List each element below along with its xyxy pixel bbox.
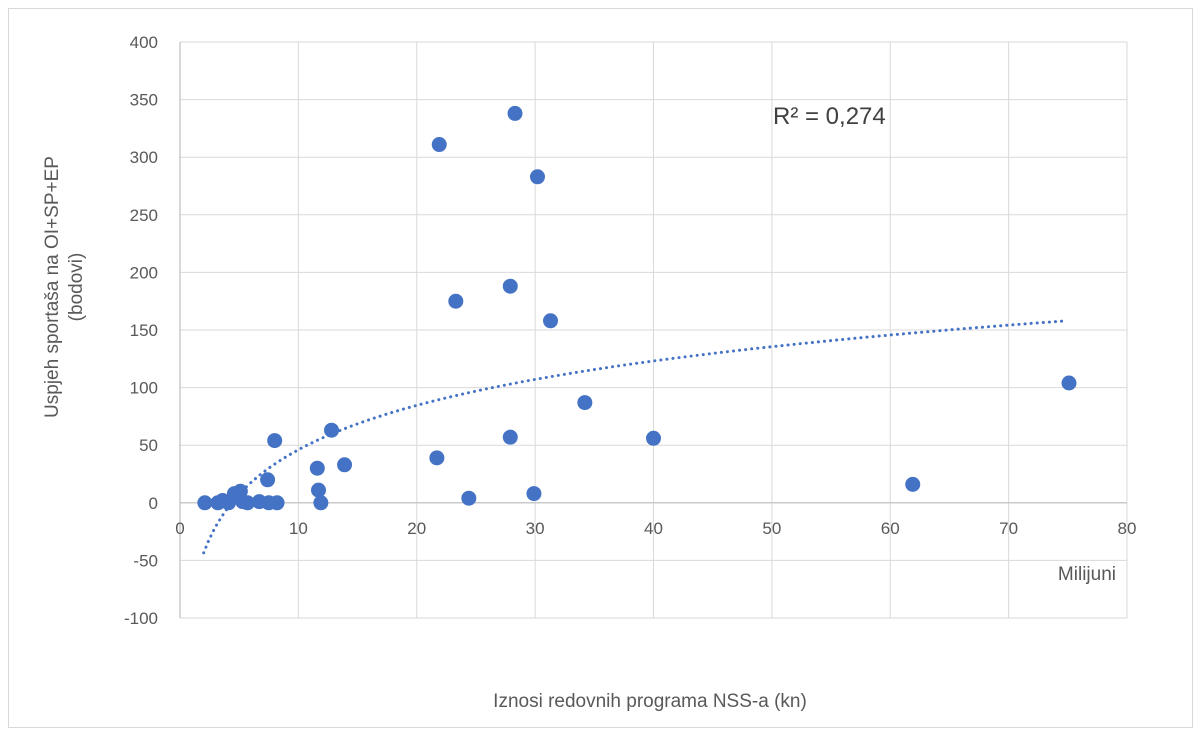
y-tick-label: 150 (130, 321, 158, 340)
data-point (260, 472, 276, 488)
data-point (239, 495, 255, 511)
data-point (324, 422, 340, 438)
data-point (1061, 375, 1077, 391)
axes (179, 42, 1127, 618)
data-point (461, 490, 477, 506)
data-point (543, 313, 559, 329)
y-tick-label: 0 (149, 494, 158, 513)
data-point (502, 278, 518, 294)
data-point (526, 486, 542, 502)
data-point (646, 430, 661, 446)
data-points (197, 105, 1077, 511)
x-axis-title: Iznosi redovnih programa NSS-a (kn) (493, 691, 807, 712)
trendline-group (202, 319, 1065, 555)
data-point (502, 429, 518, 445)
data-point (431, 137, 447, 153)
data-point (577, 395, 593, 411)
x-tick-label: 20 (407, 519, 426, 538)
data-point (448, 293, 464, 309)
x-tick-label: 30 (526, 519, 545, 538)
y-axis-title-line2: (bodovi) (66, 253, 87, 322)
y-axis-title-line1: Uspjeh sportaša na OI+SP+EP (42, 156, 63, 418)
y-tick-label: -50 (133, 551, 158, 570)
y-tick-label: 50 (139, 436, 158, 455)
chart-area: -100 -50 0 50 100 150 200 250 300 350 400 0 10 20 30 40… (8, 8, 1193, 728)
data-point (313, 495, 329, 511)
y-tick-label: 400 (130, 33, 158, 52)
data-point (197, 495, 213, 511)
r-squared-label: R² = 0,274 (773, 103, 886, 130)
scatter-chart: -100 -50 0 50 100 150 200 250 300 350 400 0 10 20 30 40… (42, 33, 1136, 712)
trendline (202, 319, 1065, 555)
y-tick-label: 250 (130, 206, 158, 225)
data-point (269, 495, 285, 511)
x-tick-label: 50 (762, 519, 781, 538)
x-tick-label: 0 (175, 519, 184, 538)
x-tick-label: 40 (644, 519, 663, 538)
data-point (905, 476, 921, 492)
y-tick-label: 100 (130, 379, 158, 398)
x-tick-label: 80 (1118, 519, 1137, 538)
y-tick-label: 350 (130, 91, 158, 110)
y-axis-title: Uspjeh sportaša na OI+SP+EP (bodovi) (42, 156, 87, 418)
x-axis-units-label: Milijuni (1058, 564, 1116, 585)
data-point (429, 450, 445, 466)
y-tick-label: 200 (130, 263, 158, 282)
data-point (507, 105, 523, 121)
data-point (309, 460, 325, 476)
data-point (267, 433, 283, 449)
data-point (310, 482, 326, 498)
x-tick-label: 70 (999, 519, 1018, 538)
y-tick-label: -100 (124, 609, 158, 628)
x-tick-label: 10 (289, 519, 308, 538)
data-point (529, 169, 545, 185)
data-point (337, 457, 353, 473)
tick-labels: -100 -50 0 50 100 150 200 250 300 350 400 0 10 20 30 40… (124, 33, 1136, 628)
x-tick-label: 60 (881, 519, 900, 538)
y-tick-label: 300 (130, 148, 158, 167)
